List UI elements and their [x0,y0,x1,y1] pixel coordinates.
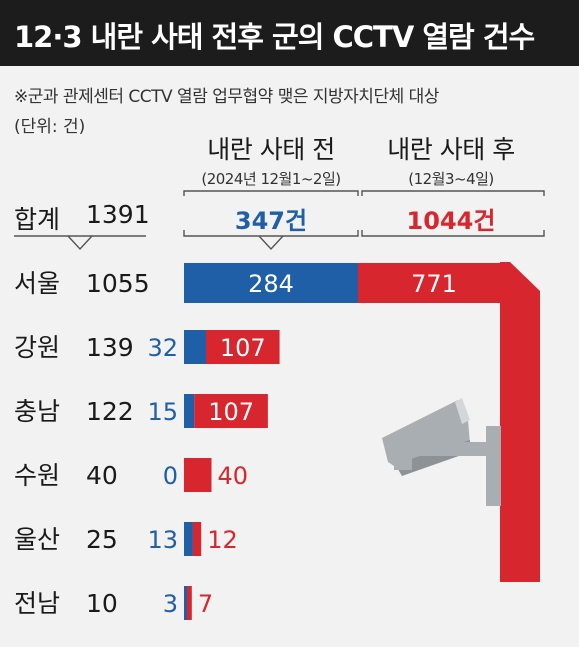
after-connector-band [500,262,540,582]
column-period-before: (2024년 12월1~2일) [201,170,341,188]
bar-before [184,263,358,303]
bar-before [184,330,206,364]
column-period-after: (12월3~4일) [408,170,494,188]
column-label-before: 내란 사태 전 [207,135,335,164]
category-label: 울산 [14,525,60,554]
bracket-summary [14,235,146,251]
footnote: ※군과 관제센터 CCTV 열람 업무협약 맺은 지방자치단체 대상 [14,87,439,107]
bar-before [184,586,187,620]
title-bar: 12·3 내란 사태 전후 군의 CCTV 열람 건수 [0,0,579,66]
bar-after [194,394,268,428]
bracket-before [183,190,359,251]
bar-after [206,330,280,364]
category-label: 서울 [14,269,60,298]
bar-before [184,394,195,428]
summary-total: 1391 [86,200,150,229]
category-label: 수원 [14,461,60,490]
category-label: 강원 [14,333,60,362]
bar-after [184,458,212,492]
category-total: 40 [86,461,118,490]
bar-after [358,263,510,303]
category-total: 122 [86,397,134,426]
chart-title: 12·3 내란 사태 전후 군의 CCTV 열람 건수 [14,20,535,54]
data-label-after: 12 [207,526,238,554]
column-label-after: 내란 사태 후 [387,135,515,164]
unit-label: (단위: 건) [14,117,86,137]
category-total: 139 [86,333,134,362]
data-label-after: 771 [411,270,457,298]
cctv-camera-icon [382,398,501,506]
category-total: 10 [86,589,118,618]
bracket-after [361,190,545,237]
data-label-after: 107 [208,398,254,426]
data-label-before: 0 [163,462,178,490]
data-label-before: 32 [147,334,178,362]
data-label-after: 7 [198,590,213,618]
category-total: 25 [86,525,118,554]
bar-after [187,586,192,620]
data-label-before: 3 [163,590,178,618]
total-after: 1044건 [406,207,496,235]
total-before: 347건 [234,207,308,235]
bar-after [192,522,202,556]
bar-before [184,522,193,556]
data-label-before: 284 [248,270,294,298]
category-label: 충남 [14,397,60,426]
data-label-after: 107 [220,334,266,362]
data-label-before: 13 [147,526,178,554]
category-label: 전남 [14,589,60,618]
data-label-before: 15 [147,398,178,426]
category-total: 1055 [86,269,150,298]
summary-label: 합계 [14,205,61,234]
data-label-after: 40 [218,462,249,490]
